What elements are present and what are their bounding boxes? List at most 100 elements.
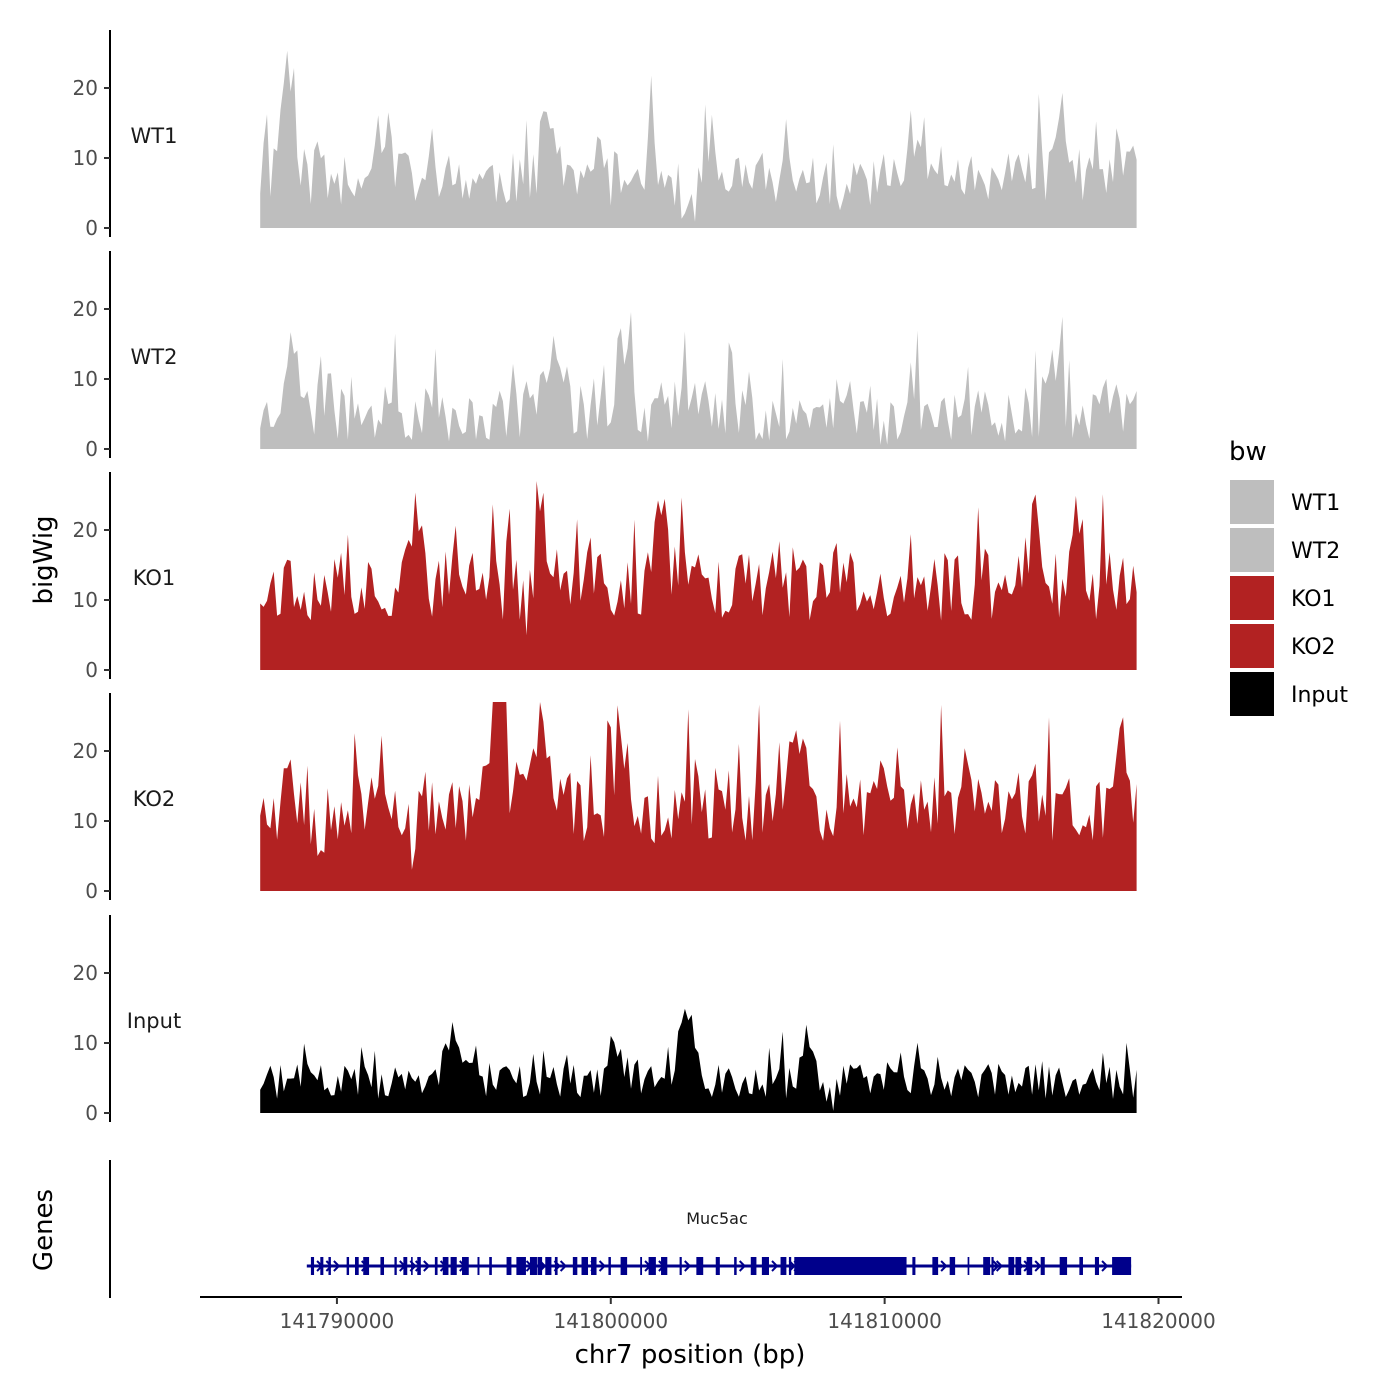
legend-key-ko2 <box>1230 624 1274 668</box>
gene-exon <box>932 1257 939 1275</box>
x-axis-title: chr7 position (bp) <box>575 1340 806 1370</box>
track-label-ko1: KO1 <box>133 566 176 590</box>
gene-exon <box>661 1257 668 1275</box>
gene-exon <box>545 1257 552 1275</box>
gene-exon <box>489 1257 492 1275</box>
gene-strand-arrow <box>333 1260 341 1272</box>
x-tick-label-2: 141810000 <box>827 1309 942 1333</box>
gene-exon <box>506 1257 512 1275</box>
gene-exon <box>442 1257 449 1275</box>
y-tick-label-wt1-0: 0 <box>85 216 98 240</box>
gene-exon <box>620 1257 628 1275</box>
gene-exon <box>696 1257 704 1275</box>
gene-exon <box>750 1257 757 1275</box>
track-label-wt2: WT2 <box>131 345 178 369</box>
gene-strand-arrow <box>598 1260 606 1272</box>
x-tick-label-1: 141800000 <box>554 1309 669 1333</box>
y-tick-label-ko1-0: 0 <box>85 658 98 682</box>
x-tick-label-0: 141790000 <box>280 1309 395 1333</box>
y-tick-label-ko2-20: 20 <box>73 739 98 763</box>
x-axis: chr7 position (bp) 141790000 141800000 141… <box>200 1296 1216 1370</box>
gene-exon <box>450 1257 457 1275</box>
gene-exon <box>1026 1257 1033 1275</box>
legend-key-wt1 <box>1230 480 1274 524</box>
gene-model <box>306 1257 1132 1275</box>
gene-exon <box>761 1257 769 1275</box>
gene-exon <box>608 1257 611 1275</box>
track-wt2: 0 10 20 WT2 <box>73 251 1137 461</box>
gene-exon <box>411 1257 413 1275</box>
gene-strand-arrow <box>771 1260 779 1272</box>
track-label-input: Input <box>127 1009 181 1033</box>
gene-exon <box>1015 1257 1022 1275</box>
signal-area-ko1 <box>260 481 1137 670</box>
gene-strand-arrow <box>559 1260 568 1272</box>
gene-exon <box>403 1257 408 1275</box>
y-tick-label-wt2-10: 10 <box>73 367 98 391</box>
legend-label-wt2: WT2 <box>1291 539 1340 564</box>
gene-exon <box>949 1257 956 1275</box>
gene-strand-arrow <box>940 1260 948 1272</box>
gene-strand-arrow <box>684 1260 692 1272</box>
gene-exon <box>983 1257 991 1275</box>
gene-exon <box>1094 1257 1100 1275</box>
gene-strand-arrow <box>995 1260 1004 1272</box>
gene-strand-arrow <box>793 1260 801 1272</box>
gene-terminal-exon <box>1113 1257 1132 1275</box>
y-tick-label-ko2-0: 0 <box>85 879 98 903</box>
gene-exon <box>346 1257 350 1275</box>
y-tick-label-ko1-10: 10 <box>73 588 98 612</box>
gene-exon <box>788 1257 792 1275</box>
gene-strand-arrow <box>1034 1260 1042 1272</box>
gene-exon <box>363 1257 370 1275</box>
legend-label-wt1: WT1 <box>1291 491 1340 516</box>
track-label-wt1: WT1 <box>131 124 178 148</box>
gene-exon <box>354 1257 359 1275</box>
gene-exon <box>1059 1257 1068 1275</box>
gene-exon <box>640 1257 643 1275</box>
gene-exon <box>648 1257 656 1275</box>
legend-label-ko1: KO1 <box>1291 587 1336 612</box>
y-tick-label-wt2-0: 0 <box>85 437 98 461</box>
gene-track: Genes Muc5ac <box>29 1160 1132 1298</box>
y-tick-label-wt1-20: 20 <box>73 76 98 100</box>
gene-exon <box>417 1257 421 1275</box>
y-tick-label-ko1-20: 20 <box>73 518 98 542</box>
legend-key-wt2 <box>1230 528 1274 572</box>
y-tick-label-ko2-10: 10 <box>73 809 98 833</box>
y-tick-label-input-0: 0 <box>85 1101 98 1125</box>
gene-label-muc5ac: Muc5ac <box>686 1209 748 1228</box>
gene-exon <box>591 1257 597 1275</box>
gene-strand-arrow <box>423 1260 431 1272</box>
gene-exon <box>780 1257 787 1275</box>
legend: bw WT1 WT2 KO1 KO2 Input <box>1229 437 1348 716</box>
signal-tracks: 0 10 20 WT1 0 10 20 WT2 0 10 20 KO1 0 10 20 KO2 0 10 20 Inp… <box>73 30 1137 1125</box>
gene-exon <box>529 1257 537 1275</box>
track-wt1: 0 10 20 WT1 <box>73 30 1137 240</box>
gene-exon <box>572 1257 578 1275</box>
gene-exon <box>912 1257 916 1275</box>
track-label-ko2: KO2 <box>133 787 176 811</box>
track-ko2: 0 10 20 KO2 <box>73 693 1137 903</box>
gene-exon <box>537 1257 543 1275</box>
gene-exon <box>967 1257 970 1275</box>
gene-strand-arrow <box>992 1260 1000 1272</box>
gene-exon <box>462 1257 469 1275</box>
gene-exon <box>516 1257 524 1275</box>
legend-key-ko1 <box>1230 576 1274 620</box>
legend-label-input: Input <box>1291 683 1348 708</box>
signal-area-ko2 <box>260 702 1137 891</box>
x-tick-label-3: 141820000 <box>1101 1309 1216 1333</box>
gene-exon <box>715 1257 720 1275</box>
gene-exon <box>328 1257 331 1275</box>
gene-exon <box>522 1257 526 1275</box>
gene-exon <box>581 1257 589 1275</box>
legend-label-ko2: KO2 <box>1291 635 1336 660</box>
gene-exon <box>477 1257 480 1275</box>
gene-exon <box>679 1257 682 1275</box>
y-axis-title: bigWig <box>29 515 59 604</box>
gene-exon <box>310 1257 315 1275</box>
gene-exon <box>1040 1257 1045 1275</box>
gene-exon <box>554 1257 558 1275</box>
